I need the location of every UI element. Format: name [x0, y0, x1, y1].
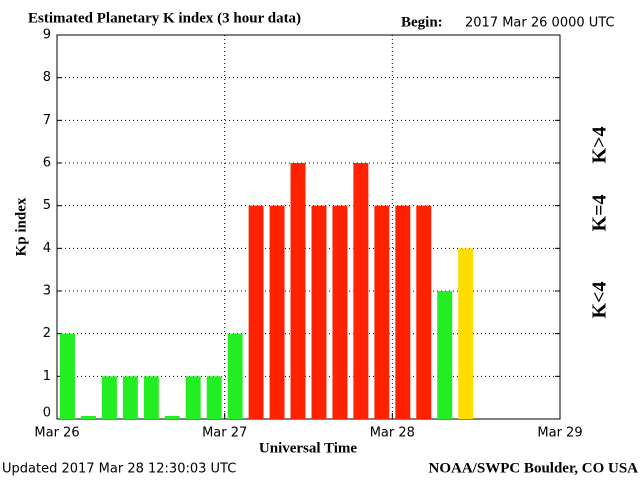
bar — [290, 163, 306, 419]
bar — [332, 205, 348, 419]
bar — [374, 205, 390, 419]
bar — [395, 205, 411, 419]
y-tick-label: 7 — [43, 113, 51, 128]
y-axis-label: Kp index — [13, 197, 29, 256]
bar — [60, 333, 75, 419]
y-tick-label: 6 — [43, 156, 51, 171]
bar — [80, 416, 96, 419]
bar — [143, 376, 159, 419]
legend-label: K<4 — [589, 282, 611, 319]
begin-label: Begin: — [401, 14, 443, 30]
legend-label: K>4 — [589, 127, 611, 164]
x-axis-label: Universal Time — [259, 440, 358, 456]
y-tick-label: 2 — [43, 326, 51, 341]
bar — [227, 333, 243, 419]
updated: Updated 2017 Mar 28 12:30:03 UTC — [2, 462, 236, 477]
bar — [248, 205, 264, 419]
bar — [458, 248, 474, 419]
bar — [101, 376, 117, 419]
bar — [437, 291, 453, 419]
y-tick-label: 0 — [43, 406, 51, 421]
y-tick-label: 3 — [43, 284, 51, 299]
plot-frame — [56, 34, 561, 420]
begin-date: 2017 Mar 26 0000 UTC — [465, 16, 615, 31]
y-tick-label: 8 — [43, 70, 51, 85]
y-tick-label: 4 — [43, 241, 51, 256]
bar — [311, 205, 327, 419]
bar — [122, 376, 138, 419]
bar — [353, 163, 369, 419]
y-tick-label: 9 — [43, 28, 51, 43]
bar — [269, 205, 285, 419]
bar — [206, 376, 222, 419]
bar — [164, 416, 180, 419]
bar — [416, 205, 432, 419]
legend-label: K=4 — [589, 195, 611, 232]
source: NOAA/SWPC Boulder, CO USA — [429, 460, 639, 476]
bar — [185, 376, 201, 419]
x-tick-label: Mar 26 — [34, 426, 79, 441]
chart-title: Estimated Planetary K index (3 hour data… — [28, 10, 301, 26]
x-tick-label: Mar 28 — [370, 426, 415, 441]
x-tick-label: Mar 29 — [537, 426, 582, 441]
y-tick-label: 5 — [43, 198, 51, 213]
x-tick-label: Mar 27 — [202, 426, 247, 441]
y-tick-label: 1 — [43, 369, 51, 384]
